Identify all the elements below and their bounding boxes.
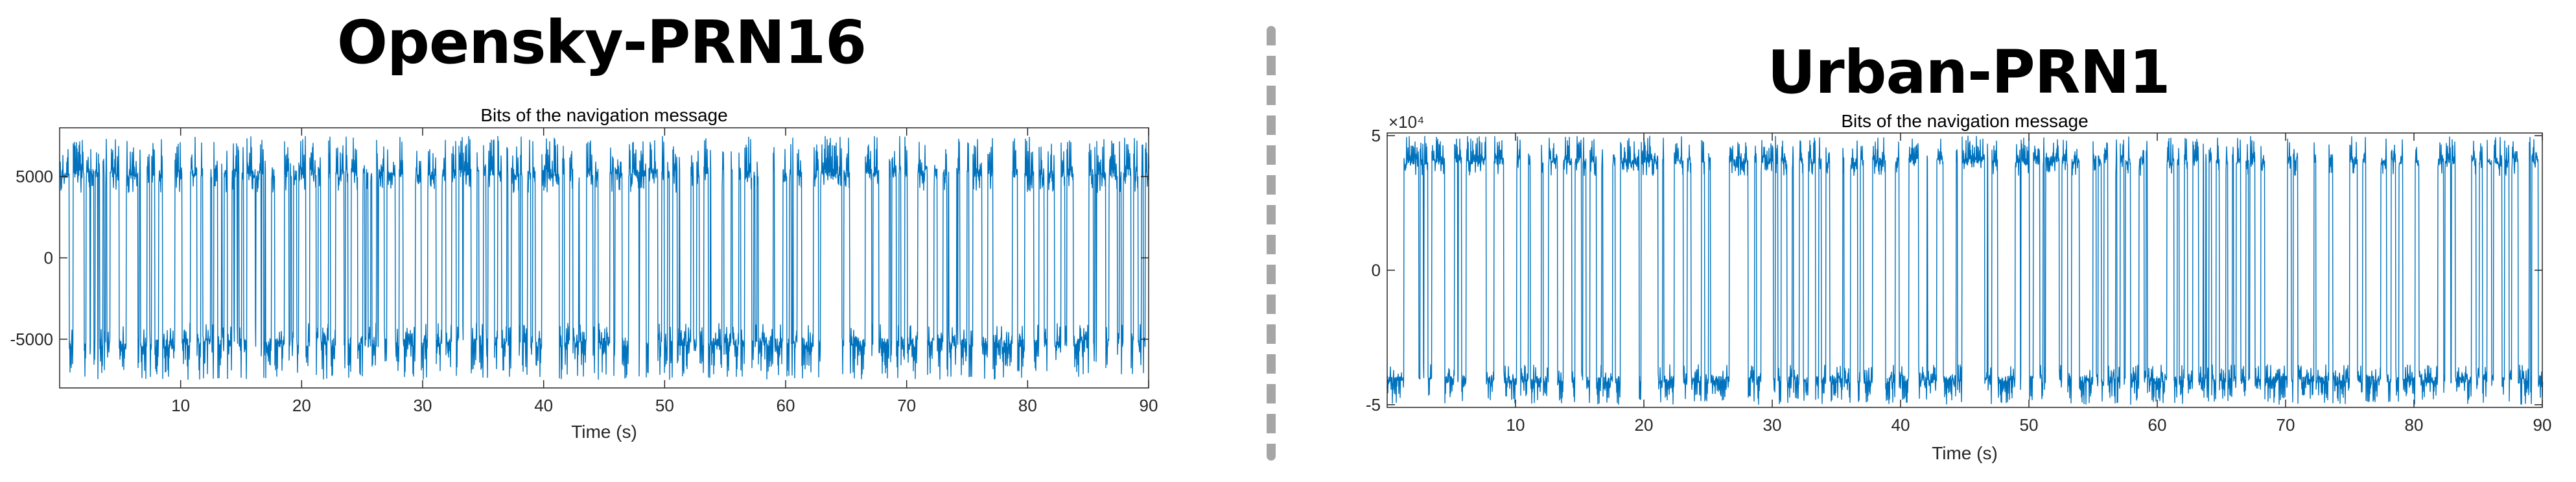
x-tick-label: 50 [655, 396, 674, 415]
x-tick-label: 70 [897, 396, 916, 415]
x-tick-label: 60 [777, 396, 795, 415]
y-tick-label: 5000 [16, 167, 53, 186]
x-tick-label: 40 [1891, 415, 1910, 435]
x-axis-label: Time (s) [1932, 443, 1998, 463]
signal-trace [59, 136, 1150, 380]
panel-title-urban: Urban-PRN1 [1767, 38, 2171, 107]
y-tick-label: -5 [1366, 395, 1381, 415]
x-tick-label: 20 [1635, 415, 1654, 435]
x-tick-label: 50 [2020, 415, 2039, 435]
y-tick-label: -5000 [10, 330, 54, 349]
x-tick-label: 70 [2277, 415, 2295, 435]
panel-divider [1267, 26, 1276, 461]
x-tick-label: 90 [2533, 415, 2552, 435]
x-tick-label: 30 [1763, 415, 1782, 435]
chart-1: 10 20 30 40 50 60 70 80 90 -5000 0 5000 Bits of the … [10, 105, 1158, 442]
x-tick-label: 10 [1506, 415, 1525, 435]
x-axis-label: Time (s) [571, 422, 637, 442]
x-tick-label: 10 [171, 396, 190, 415]
axes-box [1387, 132, 2543, 408]
x-tick-label: 60 [2148, 415, 2167, 435]
panel-title-opensky: Opensky-PRN16 [336, 8, 867, 77]
x-tick-label: 20 [292, 396, 311, 415]
x-tick-label: 80 [1018, 396, 1037, 415]
y-tick-label: 0 [1372, 261, 1381, 280]
plot-title: Bits of the navigation message [480, 105, 727, 125]
x-tick-label: 90 [1140, 396, 1158, 415]
x-tick-label: 30 [414, 396, 432, 415]
y-exponent-label: ×10⁴ [1388, 112, 1424, 132]
plot-title: Bits of the navigation message [1841, 111, 2088, 131]
x-tick-label: 40 [534, 396, 553, 415]
chart-2: 10 20 30 40 50 60 70 80 90 -5 0 5 ×10⁴ Bits of the na… [1366, 111, 2552, 463]
y-tick-label: 5 [1372, 126, 1381, 145]
y-tick-label: 0 [44, 248, 53, 268]
x-tick-label: 80 [2405, 415, 2424, 435]
signal-trace [1387, 136, 2544, 405]
